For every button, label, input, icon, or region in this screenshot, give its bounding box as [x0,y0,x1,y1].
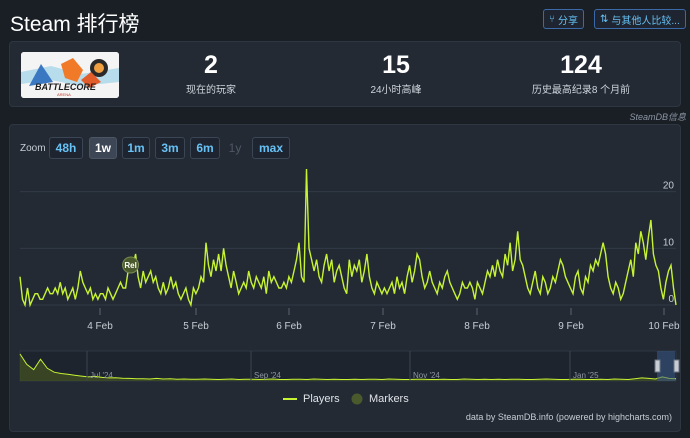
navigator-tick-label: Jan '25 [573,371,599,380]
navigator-tick-label: Nov '24 [413,371,440,380]
navigator-line [19,353,677,381]
players-series-line [19,168,677,308]
current-players-label: 现在的玩家 [186,85,236,96]
navigator-handle[interactable] [673,359,680,373]
zoom-1y-button[interactable]: 1y [228,141,242,155]
current-players-stat: 2 现在的玩家 [171,50,251,96]
navigator: Jul '24 Sep '24 Nov '24 Jan '25 [19,350,680,382]
release-marker-label: Rel [124,261,136,270]
steamdb-credit[interactable]: SteamDB信息 [629,112,686,122]
x-tick-label: 8 Feb [464,321,490,332]
page-title: Steam 排行榜 [10,13,140,36]
chart-footer[interactable]: data by SteamDB.info (powered by highcha… [465,412,672,422]
navigator-area [20,354,676,381]
x-tick-label: 6 Feb [276,321,302,332]
y-tick-label: 0 [668,294,674,305]
peak-24h-stat: 15 24小时高峰 [351,50,441,96]
zoom-1w-button[interactable]: 1w [89,137,117,159]
navigator-tick-label: Jul '24 [90,371,113,380]
share-button[interactable]: ⑂ 分享 [543,9,584,29]
stats-panel: BATTLECORE ARENA 2 现在的玩家 15 24小时高峰 124 历… [9,41,681,107]
x-tick-label: 9 Feb [558,321,584,332]
game-logo-image[interactable]: BATTLECORE ARENA [21,52,119,98]
compare-button[interactable]: ⇅ 与其他人比较... [594,9,686,29]
x-tick-label: 4 Feb [87,321,113,332]
navigator-handle[interactable] [654,359,661,373]
x-tick-label: 5 Feb [183,321,209,332]
x-tick-label: 7 Feb [370,321,396,332]
game-logo-subtext: ARENA [57,92,71,97]
zoom-max-button[interactable]: max [252,137,290,159]
share-icon: ⑂ [549,13,555,25]
compare-label: 与其他人比较... [611,15,680,27]
zoom-48h-button[interactable]: 48h [49,137,83,159]
all-time-peak-value: 124 [560,51,602,79]
compare-icon: ⇅ [600,13,609,25]
peak-24h-value: 15 [382,51,410,79]
legend-players[interactable]: Players [283,393,340,405]
zoom-label: Zoom [20,143,46,154]
y-axis: 0 10 20 [663,181,675,305]
y-tick-label: 20 [663,181,675,192]
legend-markers[interactable]: Markers [351,393,409,405]
x-tick-label: 10 Feb [648,321,680,332]
current-players-value: 2 [204,51,218,79]
player-count-chart[interactable]: 4 Feb 5 Feb 6 Feb 7 Feb 8 Feb 9 Feb 10 Feb 0 10… [10,125,682,433]
legend-markers-label: Markers [369,393,409,405]
zoom-6m-button[interactable]: 6m [190,137,220,159]
chart-panel: Zoom 48h 1w 1m 3m 6m 1y max 4 Feb 5 Feb 6 … [9,124,681,432]
zoom-1m-button[interactable]: 1m [122,137,150,159]
zoom-3m-button[interactable]: 3m [155,137,185,159]
chart-grid [20,191,676,306]
navigator-selection[interactable] [657,351,675,381]
release-marker: Rel [122,256,140,274]
release-marker-dot[interactable] [122,256,140,274]
peak-24h-label: 24小时高峰 [370,85,422,96]
markers-legend-dot [351,393,363,405]
players-legend-line [283,398,297,400]
x-axis: 4 Feb 5 Feb 6 Feb 7 Feb 8 Feb 9 Feb 10 Feb [87,308,680,332]
share-label: 分享 [558,15,578,27]
navigator-tick-label: Sep '24 [254,371,281,380]
game-logo-text: BATTLECORE [35,82,97,92]
y-tick-label: 10 [663,237,675,248]
all-time-peak-label: 历史最高纪录8 个月前 [531,85,631,96]
legend-players-label: Players [303,393,340,405]
all-time-peak-stat: 124 历史最高纪录8 个月前 [516,50,646,96]
